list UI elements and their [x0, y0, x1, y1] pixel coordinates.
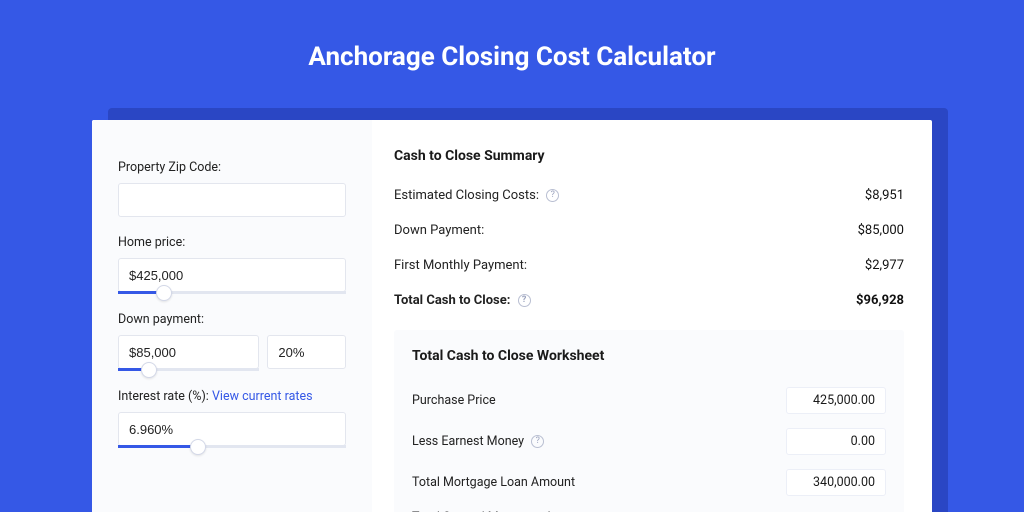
help-icon[interactable]: ?	[546, 189, 559, 202]
ws-earnest-label: Less Earnest Money ?	[412, 434, 544, 449]
home-price-slider-thumb[interactable]	[156, 285, 172, 301]
worksheet-title: Total Cash to Close Worksheet	[412, 348, 886, 364]
summary-total-label: Total Cash to Close: ?	[394, 293, 531, 308]
home-price-input[interactable]	[118, 258, 346, 292]
help-icon[interactable]: ?	[518, 294, 531, 307]
summary-total-label-text: Total Cash to Close:	[394, 293, 510, 308]
rate-input[interactable]	[118, 412, 346, 446]
summary-closing-label-text: Estimated Closing Costs:	[394, 188, 539, 203]
down-payment-label: Down payment:	[118, 312, 346, 327]
down-payment-field: Down payment:	[118, 312, 346, 371]
down-payment-slider[interactable]	[118, 368, 259, 371]
down-payment-amount-wrap	[118, 335, 259, 371]
rate-label-row: Interest rate (%): View current rates	[118, 389, 346, 404]
ws-second-row: Total Second Mortgage Amount	[412, 503, 886, 512]
down-payment-slider-thumb[interactable]	[141, 362, 157, 378]
ws-purchase-value: 425,000.00	[786, 387, 886, 414]
ws-purchase-label: Purchase Price	[412, 393, 496, 408]
worksheet-panel: Total Cash to Close Worksheet Purchase P…	[394, 330, 904, 512]
summary-title: Cash to Close Summary	[394, 148, 904, 164]
ws-purchase-row: Purchase Price 425,000.00	[412, 380, 886, 421]
summary-closing-label: Estimated Closing Costs: ?	[394, 188, 559, 203]
summary-down-row: Down Payment: $85,000	[394, 215, 904, 250]
summary-closing-row: Estimated Closing Costs: ? $8,951	[394, 180, 904, 215]
home-price-slider[interactable]	[118, 291, 346, 294]
ws-loan-value: 340,000.00	[786, 469, 886, 496]
summary-down-value: $85,000	[858, 223, 904, 238]
down-payment-row	[118, 335, 346, 371]
summary-first-value: $2,977	[865, 258, 904, 273]
summary-closing-value: $8,951	[865, 188, 904, 203]
help-icon[interactable]: ?	[531, 435, 544, 448]
ws-earnest-label-text: Less Earnest Money	[412, 434, 524, 449]
home-price-label: Home price:	[118, 235, 346, 250]
rate-label: Interest rate (%):	[118, 389, 209, 404]
rate-slider-fill	[118, 445, 198, 448]
page-title: Anchorage Closing Cost Calculator	[308, 42, 715, 72]
summary-first-row: First Monthly Payment: $2,977	[394, 250, 904, 285]
summary-first-label: First Monthly Payment:	[394, 258, 527, 273]
ws-earnest-row: Less Earnest Money ? 0.00	[412, 421, 886, 462]
view-rates-link[interactable]: View current rates	[212, 389, 313, 404]
summary-down-label: Down Payment:	[394, 223, 484, 238]
calculator-card: Property Zip Code: Home price: Down paym…	[92, 120, 932, 512]
results-panel: Cash to Close Summary Estimated Closing …	[372, 120, 932, 512]
rate-slider-thumb[interactable]	[190, 439, 206, 455]
zip-input[interactable]	[118, 183, 346, 217]
zip-field: Property Zip Code:	[118, 160, 346, 217]
summary-total-row: Total Cash to Close: ? $96,928	[394, 285, 904, 320]
home-price-field: Home price:	[118, 235, 346, 294]
rate-slider[interactable]	[118, 445, 346, 448]
ws-earnest-value: 0.00	[786, 428, 886, 455]
zip-label: Property Zip Code:	[118, 160, 346, 175]
page-root: Anchorage Closing Cost Calculator Proper…	[0, 0, 1024, 512]
inputs-panel: Property Zip Code: Home price: Down paym…	[92, 120, 372, 512]
down-payment-pct-input[interactable]	[267, 335, 346, 369]
summary-total-value: $96,928	[856, 293, 904, 308]
down-payment-pct-wrap	[267, 335, 346, 371]
rate-field: Interest rate (%): View current rates	[118, 389, 346, 448]
ws-loan-row: Total Mortgage Loan Amount 340,000.00	[412, 462, 886, 503]
down-payment-input[interactable]	[118, 335, 259, 369]
ws-loan-label: Total Mortgage Loan Amount	[412, 475, 575, 490]
